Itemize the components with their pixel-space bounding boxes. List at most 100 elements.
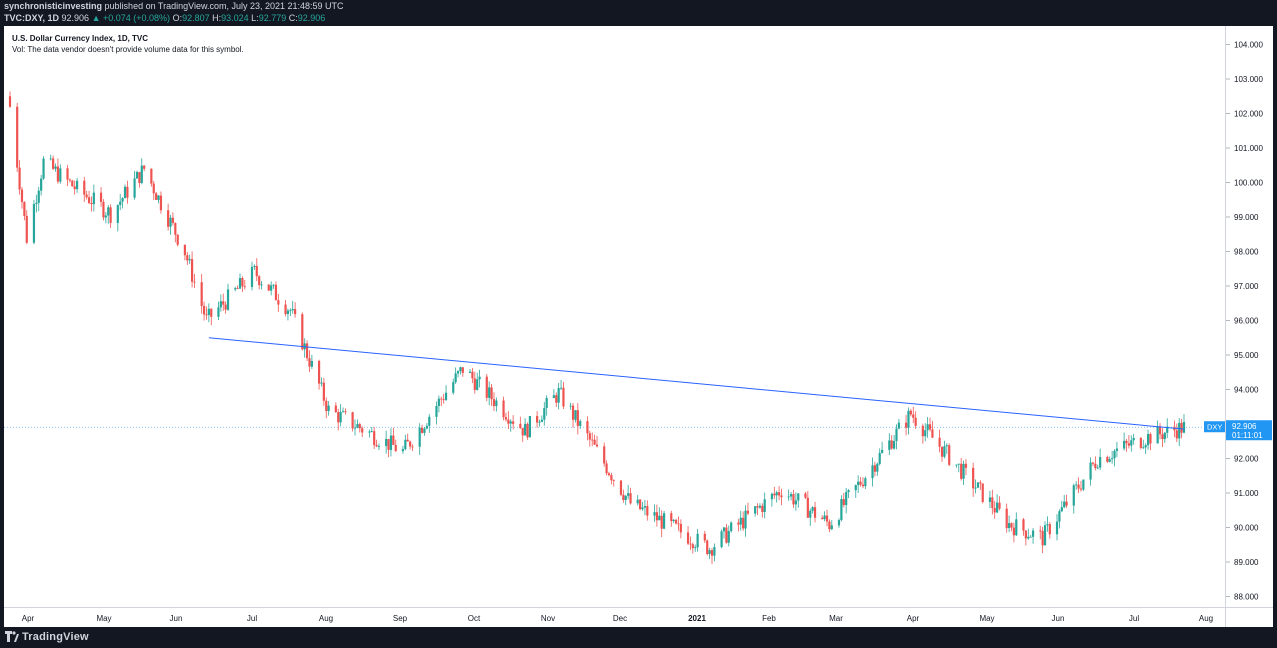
symbol-tag-label: DXY	[1207, 423, 1222, 432]
candle-down	[1180, 422, 1183, 433]
candle-up	[1043, 525, 1047, 546]
chart-header: synchronisticinvesting published on Trad…	[0, 0, 1277, 26]
footer-bar: TradingView	[0, 627, 1277, 648]
publish-info: synchronisticinvesting published on Trad…	[4, 0, 344, 12]
candle-up	[907, 410, 910, 428]
candle-down	[186, 255, 189, 261]
candle-down	[1039, 530, 1042, 532]
candle-down	[183, 244, 187, 256]
candlestick-plot[interactable]: DXY	[4, 26, 1225, 607]
candle-down	[236, 288, 239, 289]
candle-up	[353, 427, 357, 429]
candle-up	[370, 431, 373, 432]
author-name[interactable]: synchronisticinvesting	[4, 1, 103, 11]
candle-up	[1082, 479, 1085, 490]
candle-up	[104, 215, 107, 218]
candle-down	[1106, 457, 1109, 462]
time-tick-label: Dec	[613, 614, 627, 623]
candle-up	[423, 428, 426, 433]
candle-down	[804, 493, 807, 498]
candle-down	[1158, 426, 1162, 435]
countdown-value: 01:11:01	[1232, 431, 1263, 440]
chart-legend: U.S. Dollar Currency Index, 1D, TVC Vol:…	[12, 33, 244, 55]
candle-up	[1063, 501, 1066, 508]
time-tick-label: Sep	[393, 614, 408, 623]
candle-down	[806, 497, 809, 518]
candle-down	[85, 194, 88, 198]
candle-up	[1142, 447, 1145, 449]
time-tick-label: Apr	[907, 614, 920, 623]
candle-down	[1077, 484, 1080, 489]
price-tick-label: 101.000	[1234, 144, 1263, 153]
candle-down	[152, 183, 155, 194]
candle-down	[258, 276, 261, 286]
symbol-tag-bg	[1204, 421, 1225, 433]
candle-up	[1156, 426, 1159, 444]
candle-down	[409, 441, 412, 447]
time-tick-label: Jun	[170, 614, 183, 623]
price-tick-label: 97.000	[1234, 282, 1259, 291]
time-axis[interactable]: Apr May Jun Jul Aug Sep Oct Nov Dec 2021 Feb Mar Apr…	[4, 607, 1225, 628]
candle-down	[660, 515, 663, 529]
price-change: ▲ +0.074 (+0.08%)	[91, 13, 171, 23]
candle-up	[1123, 440, 1126, 449]
candle-down	[473, 378, 476, 390]
candle-down	[277, 300, 280, 305]
candle-down	[588, 433, 591, 440]
candle-down	[780, 495, 783, 498]
candle-down	[972, 467, 975, 489]
candle-down	[686, 532, 690, 544]
candle-up	[468, 371, 472, 373]
candle-down	[921, 425, 924, 437]
candle-down	[440, 398, 443, 400]
candle-down	[52, 158, 55, 169]
price-tick-label: 104.000	[1234, 41, 1263, 50]
candle-down	[603, 446, 606, 464]
candle-up	[253, 265, 256, 267]
candle-down	[224, 304, 227, 310]
candle-up	[662, 513, 666, 529]
candle-down	[205, 314, 208, 316]
candle-up	[1075, 484, 1078, 486]
candle-down	[1041, 530, 1044, 546]
candle-up	[418, 427, 421, 447]
candle-down	[1012, 527, 1015, 536]
candle-up	[92, 192, 95, 205]
candle-down	[344, 411, 347, 413]
candle-down	[519, 423, 522, 429]
candle-up	[797, 493, 800, 501]
tradingview-brand[interactable]: TradingView	[22, 631, 89, 643]
candle-down	[167, 210, 170, 227]
candle-down	[16, 106, 19, 168]
high-label: H:	[212, 13, 222, 23]
candle-down	[960, 463, 963, 479]
candle-down	[23, 201, 26, 216]
candle-up	[696, 533, 699, 548]
candle-down	[607, 473, 611, 476]
candle-up	[452, 382, 455, 393]
candle-up	[758, 505, 762, 508]
candle-up	[1015, 519, 1018, 536]
candle-up	[574, 410, 577, 420]
price-tick-label: 88.000	[1234, 593, 1259, 602]
candle-up	[708, 550, 711, 554]
candle-up	[1072, 485, 1075, 506]
chart-pane[interactable]: DXY U.S. Dollar Currency Index, 1D, TVC …	[4, 26, 1225, 607]
candle-down	[387, 439, 390, 450]
price-tick-label: 95.000	[1234, 351, 1259, 360]
candle-up	[528, 416, 532, 438]
candle-up	[943, 446, 946, 457]
candle-down	[1065, 501, 1068, 506]
time-tick-label: May	[96, 614, 111, 623]
candle-up	[217, 307, 220, 317]
candle-up	[881, 449, 884, 453]
candle-up	[437, 398, 440, 406]
candle-up	[559, 387, 563, 389]
price-axis[interactable]: 88.00089.00090.00091.00092.00093.00094.0…	[1225, 26, 1274, 607]
candle-up	[339, 412, 342, 423]
candle-up	[123, 186, 127, 199]
candle-up	[1058, 511, 1061, 522]
candle-up	[1111, 458, 1114, 460]
price-tick-label: 91.000	[1234, 489, 1259, 498]
candle-up	[809, 510, 812, 518]
